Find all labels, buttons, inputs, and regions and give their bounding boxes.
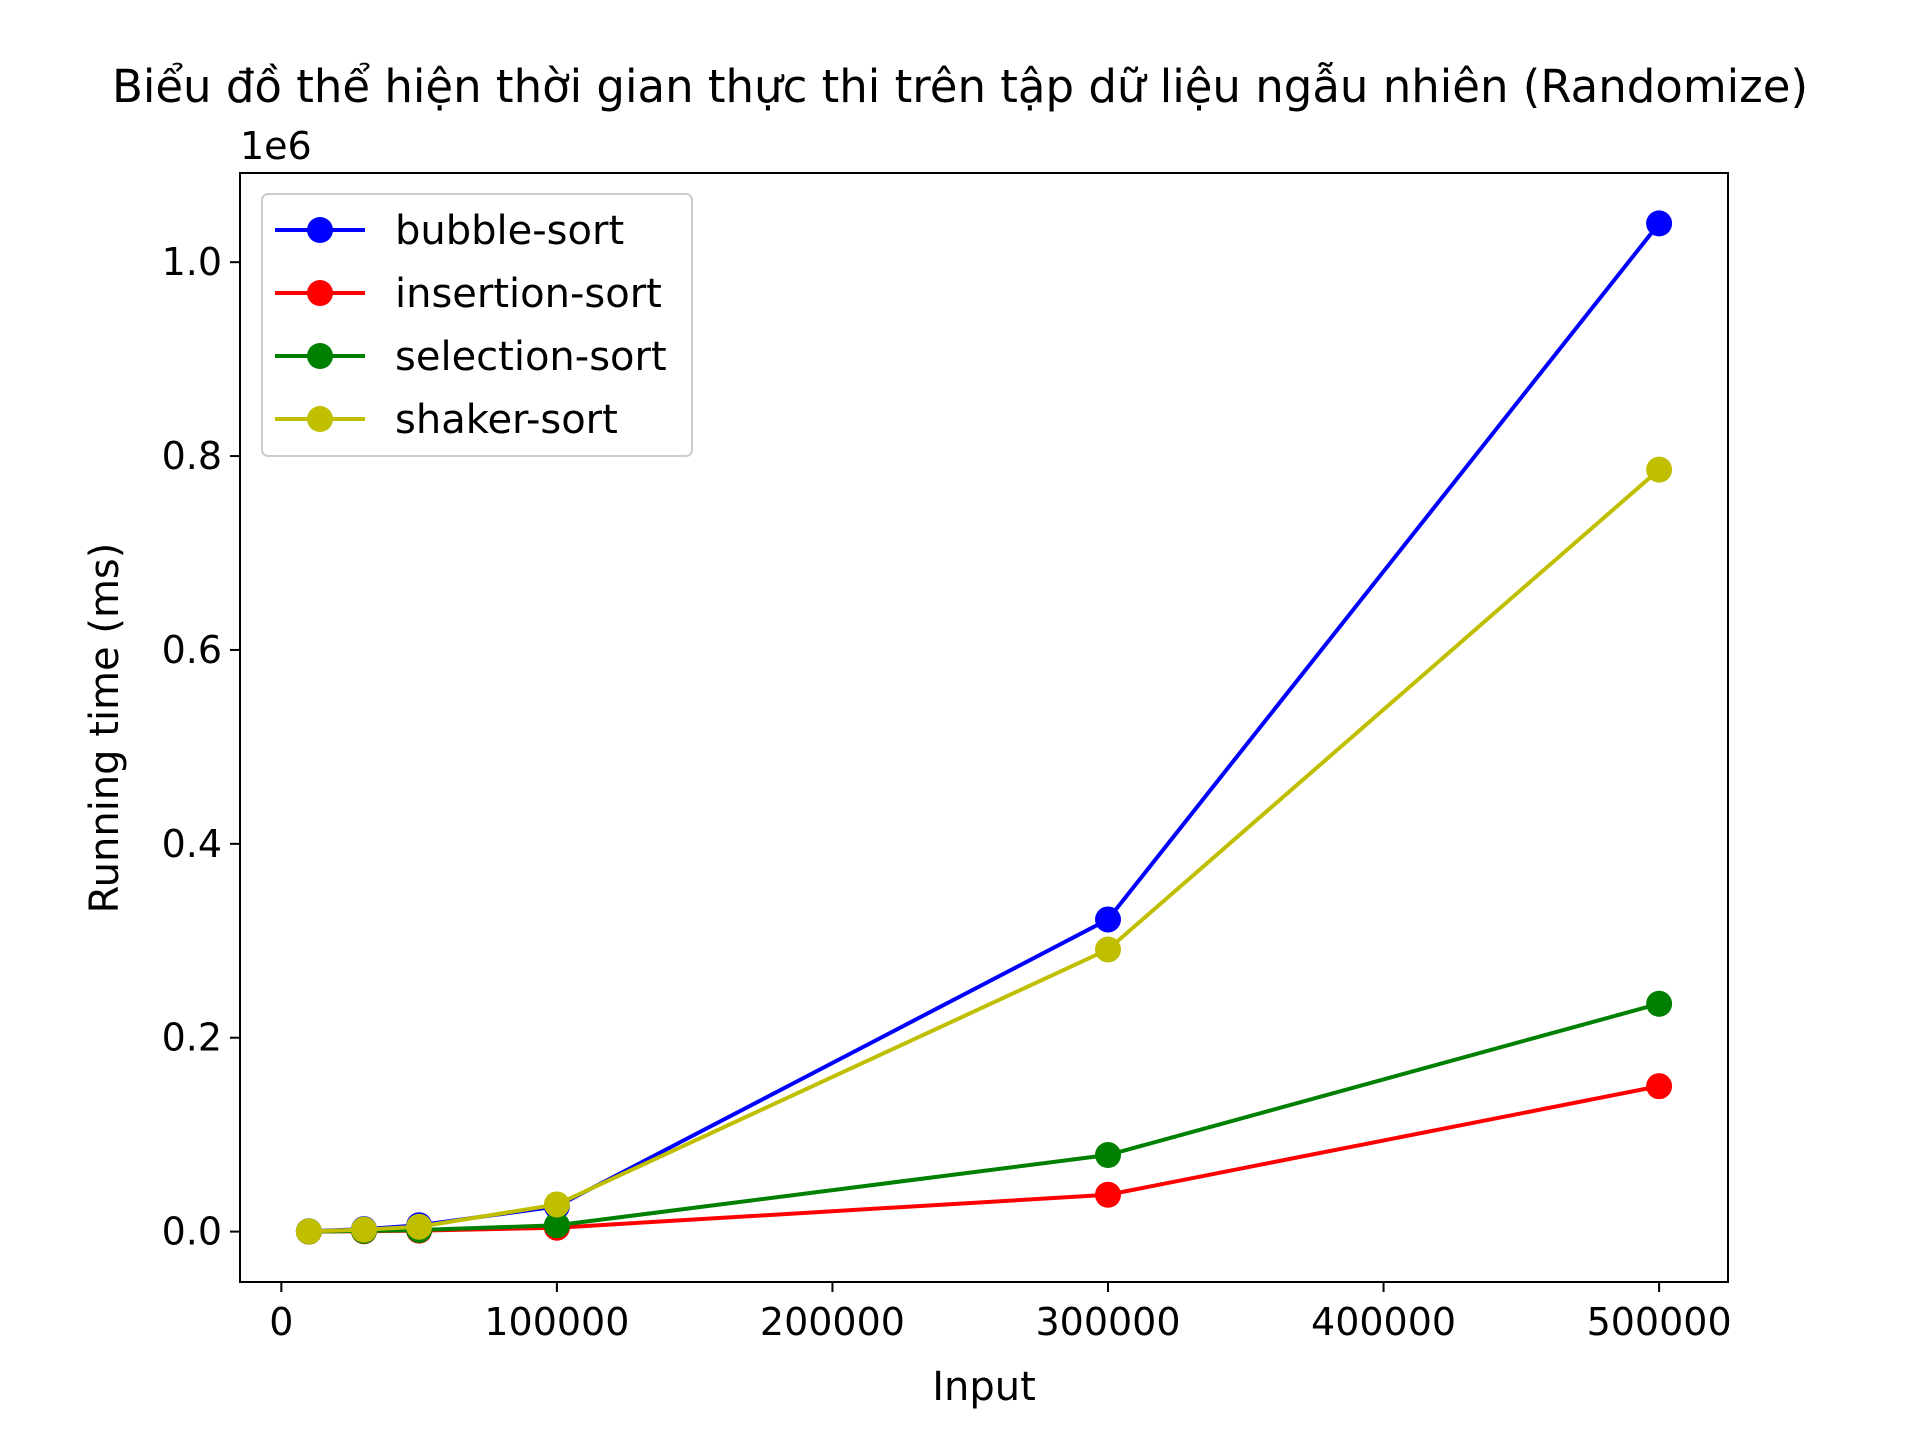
legend-entry: bubble-sort xyxy=(275,208,624,254)
legend-marker xyxy=(307,217,333,243)
series-line xyxy=(308,1001,1660,1234)
series-shaker-sort xyxy=(295,456,1673,1245)
y-tick-label: 0.8 xyxy=(162,434,222,478)
data-point xyxy=(1646,990,1673,1017)
legend-label: selection-sort xyxy=(395,334,667,380)
data-point xyxy=(1646,1073,1673,1100)
legend-entry: shaker-sort xyxy=(275,397,618,443)
y-axis: 0.0 0.2 0.4 0.6 0.8 1.0 xyxy=(162,240,240,1254)
legend-entry: insertion-sort xyxy=(275,271,662,317)
data-point xyxy=(1095,906,1121,933)
chart-title: Biểu đồ thể hiện thời gian thực thi trên… xyxy=(112,60,1808,113)
y-tick-label: 0.6 xyxy=(162,628,222,672)
legend: bubble-sort insertion-sort selection-sort s… xyxy=(261,193,693,457)
legend-box xyxy=(261,193,693,457)
series-layer xyxy=(295,210,1673,1245)
legend-marker xyxy=(307,280,333,306)
legend-entries: bubble-sort insertion-sort selection-sort s… xyxy=(275,208,667,443)
series-insertion-sort xyxy=(295,1073,1673,1245)
y-tick-label: 1.0 xyxy=(162,240,222,284)
legend-label: bubble-sort xyxy=(395,208,624,254)
plot-area xyxy=(239,172,1729,1283)
x-tick-label: 500000 xyxy=(1587,1300,1732,1344)
series-selection-sort xyxy=(295,990,1673,1245)
legend-marker xyxy=(307,406,333,432)
data-point xyxy=(351,1216,377,1243)
data-point xyxy=(295,1218,322,1245)
legend-marker xyxy=(307,343,333,369)
y-offset-label: 1e6 xyxy=(240,124,312,168)
data-point xyxy=(1095,1142,1121,1169)
series-line xyxy=(308,1084,1660,1234)
data-point xyxy=(1095,936,1121,963)
x-tick-label: 200000 xyxy=(760,1300,905,1344)
legend-label: shaker-sort xyxy=(395,397,618,443)
x-tick-label: 0 xyxy=(269,1300,293,1344)
legend-entry: selection-sort xyxy=(275,334,667,380)
x-axis: 0 100000 200000 300000 400000 500000 xyxy=(269,1282,1732,1344)
x-tick-label: 400000 xyxy=(1311,1300,1456,1344)
y-tick-label: 0.4 xyxy=(162,822,222,866)
y-axis-label: Running time (ms) xyxy=(82,543,128,914)
data-point xyxy=(1095,1181,1121,1208)
y-tick-label: 0.0 xyxy=(162,1210,222,1254)
data-point xyxy=(1646,456,1673,483)
y-tick-label: 0.2 xyxy=(162,1016,222,1060)
x-axis-label: Input xyxy=(932,1364,1036,1410)
data-point xyxy=(1646,210,1673,237)
data-point xyxy=(543,1212,570,1239)
plot-frame xyxy=(239,172,1729,1283)
x-tick-label: 100000 xyxy=(484,1300,629,1344)
data-point xyxy=(406,1213,433,1240)
x-tick-label: 300000 xyxy=(1035,1300,1180,1344)
legend-label: insertion-sort xyxy=(395,271,662,317)
data-point xyxy=(543,1191,570,1218)
series-line xyxy=(308,468,1661,1234)
